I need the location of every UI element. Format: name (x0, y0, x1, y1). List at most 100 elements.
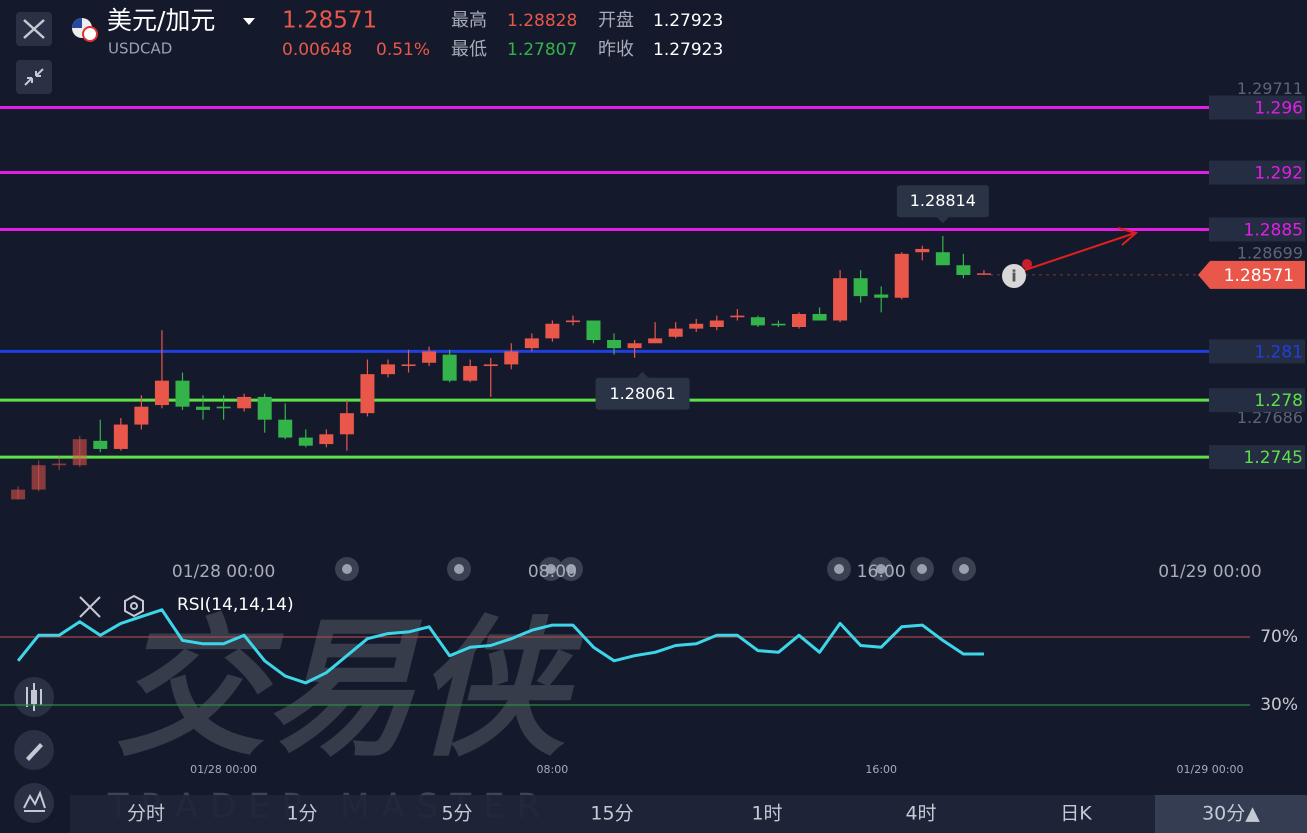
indicator-button[interactable] (14, 677, 54, 717)
close-button[interactable] (16, 12, 52, 46)
candle-body (175, 380, 190, 407)
last-price-tag (1198, 260, 1305, 289)
tab[interactable]: 5分 (441, 803, 472, 825)
candle-body (216, 406, 231, 409)
stat-value: 1.27923 (653, 40, 723, 60)
tab-bar (70, 795, 1307, 833)
candle-body (771, 323, 786, 326)
y-tick-label: 1.28699 (1237, 244, 1303, 263)
candle-body (339, 413, 354, 435)
level-label: 1.292 (1254, 164, 1303, 184)
stat-label: 最低 (451, 39, 487, 60)
tab[interactable]: 1时 (751, 803, 782, 825)
level-tag (1209, 95, 1305, 120)
candle-body (812, 314, 827, 321)
info-icon[interactable] (1002, 264, 1026, 288)
info-dot (1022, 259, 1032, 269)
stat-value: 1.27807 (507, 40, 577, 60)
change-pct: 0.51% (376, 40, 430, 60)
candle-body (709, 320, 724, 328)
candle-body (976, 273, 991, 275)
candle-body (586, 320, 601, 341)
level-label: 1.296 (1254, 99, 1303, 119)
candle-body (257, 396, 272, 420)
candle-body (689, 323, 704, 329)
candle-body (52, 463, 67, 466)
tab[interactable]: 30分▲ (1202, 803, 1260, 825)
draw-button[interactable] (14, 730, 54, 770)
candle-body (668, 328, 683, 337)
rsi-settings[interactable] (124, 594, 144, 618)
level-tag (1209, 217, 1305, 242)
y-tick-label: 1.29711 (1237, 79, 1303, 98)
candle-body (648, 338, 663, 344)
trend-arrow-head (1117, 227, 1139, 246)
max-pointer (936, 217, 949, 224)
candle-body (545, 323, 560, 339)
x-tick-label: 01/28 00:00 (172, 562, 275, 582)
x-tick-label: 01/29 00:00 (1158, 562, 1261, 582)
candle-body (401, 364, 416, 367)
dropdown-arrow[interactable] (243, 18, 255, 25)
level-label: 1.2745 (1244, 448, 1303, 468)
stat-label: 开盘 (598, 10, 634, 31)
x-tick-label: 16:00 (857, 562, 906, 582)
shrink-button[interactable] (16, 60, 52, 94)
candle-body (627, 343, 642, 349)
rsi-tick-label: 70% (1260, 627, 1298, 647)
symbol: USDCAD (108, 40, 172, 58)
x-tick-label: 01/28 00:00 (190, 763, 257, 776)
tab-selected (1155, 795, 1307, 833)
tab[interactable]: 4时 (905, 803, 936, 825)
rsi-close[interactable] (79, 596, 101, 618)
rsi-line (16, 608, 984, 685)
candle-body (483, 364, 498, 367)
max-tag (896, 185, 989, 218)
x-tick-label: 16:00 (865, 763, 897, 776)
info-i: i (1011, 267, 1016, 286)
candle-body (422, 351, 437, 363)
candle-body (607, 340, 622, 349)
candle-body (504, 351, 519, 365)
watermark-text: 交易侠 (115, 603, 584, 777)
level-label: 1.2885 (1244, 220, 1303, 240)
change: 0.00648 (282, 40, 352, 60)
candle-body (134, 406, 149, 425)
candle-body (853, 278, 868, 297)
level-tag (1209, 339, 1305, 364)
candle-body (915, 248, 930, 253)
tab[interactable]: 1分 (286, 803, 317, 825)
flag (72, 18, 98, 42)
candle-body (956, 265, 971, 275)
x-tick-label: 08:00 (528, 562, 577, 582)
stat-label: 最高 (451, 10, 487, 31)
tab[interactable]: 日K (1060, 803, 1092, 825)
candle-body (874, 294, 889, 298)
pair-name[interactable]: 美元/加元 (107, 6, 215, 35)
x-tick-label: 08:00 (537, 763, 569, 776)
candle-body (154, 380, 169, 406)
candle-body (565, 320, 580, 323)
level-label: 1.281 (1254, 342, 1303, 362)
tab[interactable]: 分时 (127, 803, 165, 825)
level-label: 1.278 (1254, 391, 1303, 411)
min-pointer (636, 371, 649, 378)
candle-body (31, 465, 46, 490)
chart-type-button[interactable] (14, 783, 54, 823)
stat-value: 1.27923 (653, 11, 723, 31)
candle-body (72, 439, 87, 466)
candle-body (442, 354, 457, 381)
candle-body (730, 315, 745, 318)
candle-body (298, 437, 313, 446)
rsi-title: RSI(14,14,14) (177, 595, 294, 615)
tab[interactable]: 15分 (590, 803, 633, 825)
last-price: 1.28571 (282, 8, 377, 34)
watermark: 交易侠 TRADER MASTER (107, 603, 584, 827)
stat-value: 1.28828 (507, 11, 577, 31)
candle-body (894, 253, 909, 298)
candle-body (278, 419, 293, 438)
rsi-tick-label: 30% (1260, 695, 1298, 715)
x-tick-label: 01/29 00:00 (1177, 763, 1244, 776)
candle-body (524, 338, 539, 349)
